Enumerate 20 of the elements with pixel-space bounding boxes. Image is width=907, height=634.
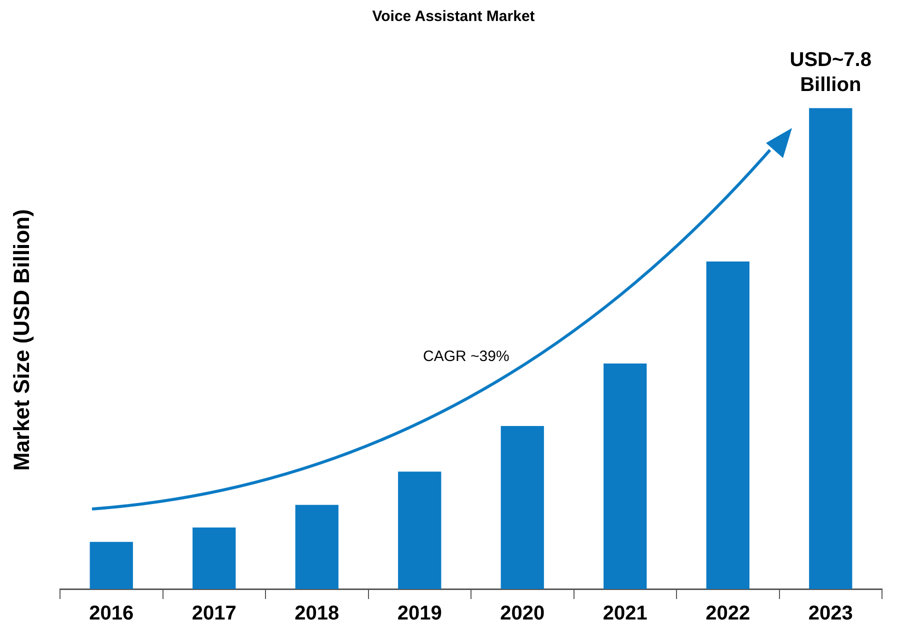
- x-tick-label: 2021: [602, 602, 648, 625]
- bar: [398, 472, 442, 589]
- annotation: USD~7.8 Billion: [788, 48, 872, 98]
- bar: [604, 363, 647, 589]
- bar: [295, 504, 338, 589]
- x-tick-label: 2019: [397, 602, 442, 625]
- x-tick-label: 2020: [500, 602, 545, 625]
- bar: [706, 262, 750, 589]
- bar: [192, 527, 236, 589]
- x-tick-label: 2018: [294, 602, 340, 625]
- bar: [90, 542, 133, 589]
- bar: [500, 426, 544, 589]
- x-tick-label: 2022: [706, 602, 750, 625]
- x-tick-label: 2023: [808, 602, 853, 625]
- x-tick-label: 2016: [89, 602, 134, 625]
- y-axis-title: Market Size (USD Billion): [9, 209, 35, 471]
- chart-title: Voice Assistant Market: [371, 8, 536, 25]
- x-tick-label: 2017: [192, 602, 236, 625]
- bar: [809, 108, 852, 589]
- annotation: CAGR ~39%: [423, 348, 510, 365]
